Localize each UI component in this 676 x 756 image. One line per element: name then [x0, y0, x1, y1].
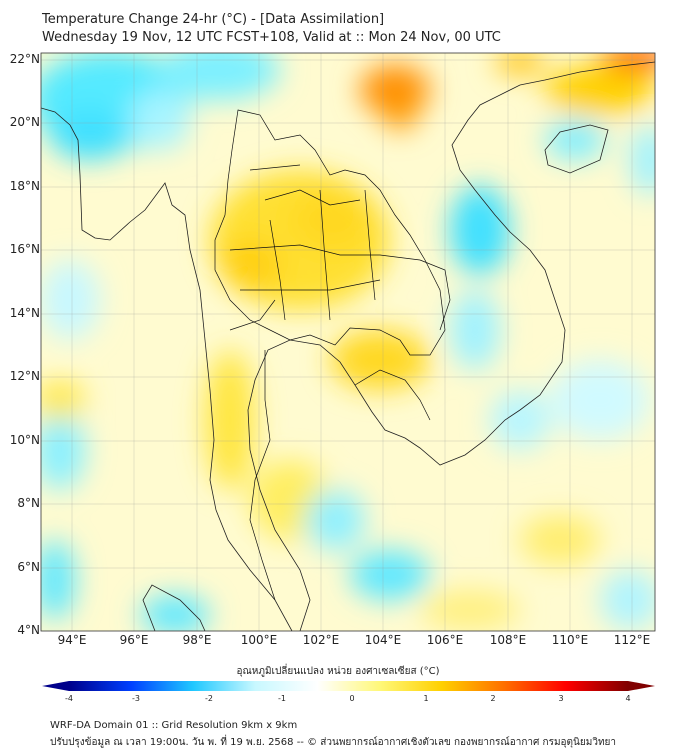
lat-label: 18°N: [9, 179, 40, 193]
colorbar-tick: -2: [205, 694, 213, 703]
footer-model-info: WRF-DA Domain 01 :: Grid Resolution 9km …: [50, 720, 298, 731]
colorbar-tick: -3: [132, 694, 140, 703]
lat-label: 10°N: [9, 433, 40, 447]
coastlines: [41, 61, 655, 631]
heatmap-field: [41, 53, 655, 631]
lon-label: 106°E: [426, 633, 464, 647]
colorbar-bar: [69, 681, 628, 691]
colorbar-tick: 4: [625, 694, 631, 703]
colorbar: [42, 681, 655, 691]
thailand-provinces: [214, 109, 451, 601]
lat-label: 22°N: [9, 52, 40, 66]
lon-label: 104°E: [364, 633, 402, 647]
colorbar-tick: 3: [558, 694, 564, 703]
lon-label: 98°E: [182, 633, 212, 647]
lon-label: 96°E: [119, 633, 149, 647]
colorbar-tick: -1: [278, 694, 286, 703]
lat-label: 20°N: [9, 115, 40, 129]
colorbar-min-extend: [42, 681, 69, 691]
lon-label: 100°E: [240, 633, 278, 647]
lon-label: 108°E: [489, 633, 527, 647]
lat-label: 4°N: [17, 623, 40, 637]
footer-credit: ปรับปรุงข้อมูล ณ เวลา 19:00น. วัน พ. ที่…: [50, 737, 617, 748]
colorbar-tick: 2: [490, 694, 496, 703]
colorbar-tick: 0: [349, 694, 355, 703]
colorbar-max-extend: [628, 681, 655, 691]
colorbar-tick: 1: [423, 694, 429, 703]
map-frame: [40, 52, 656, 632]
colorbar-tick: -4: [65, 694, 73, 703]
chart-title: Temperature Change 24-hr (°C) - [Data As…: [42, 12, 385, 27]
lat-label: 8°N: [17, 496, 40, 510]
lat-label: 12°N: [9, 369, 40, 383]
lat-label: 6°N: [17, 560, 40, 574]
chart-subtitle: Wednesday 19 Nov, 12 UTC FCST+108, Valid…: [42, 30, 501, 45]
graticule: [41, 53, 655, 631]
lon-label: 102°E: [302, 633, 340, 647]
lon-label: 110°E: [551, 633, 589, 647]
lon-label: 94°E: [57, 633, 87, 647]
lon-label: 112°E: [613, 633, 651, 647]
lat-label: 16°N: [9, 242, 40, 256]
lat-label: 14°N: [9, 306, 40, 320]
colorbar-label: อุณหภูมิเปลี่ยนแปลง หน่วย องศาเซลเซียส (…: [236, 666, 440, 677]
